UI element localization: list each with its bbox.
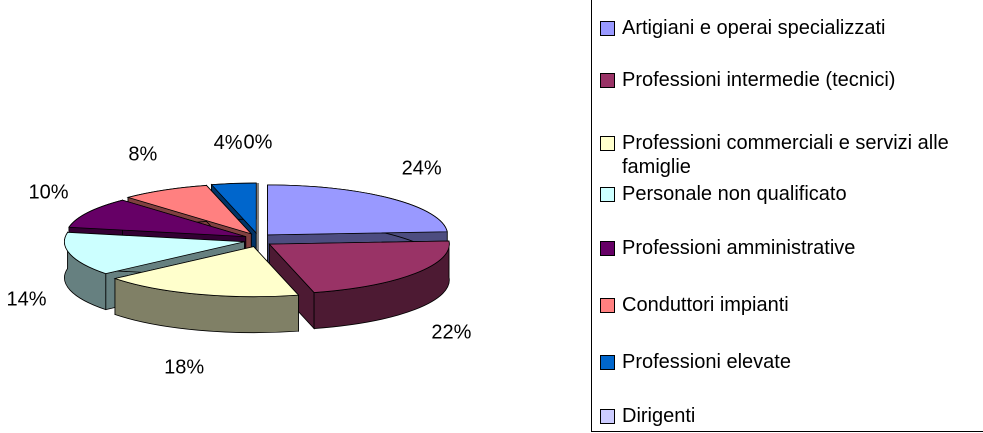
legend-label: Professioni elevate bbox=[622, 351, 791, 373]
legend-label: Dirigenti bbox=[622, 405, 696, 427]
data-label: 24% bbox=[402, 158, 442, 180]
legend-label: Artigiani e operai specializzati bbox=[622, 17, 886, 39]
legend: Artigiani e operai specializzati Professi… bbox=[591, 0, 983, 432]
legend-item: Professioni commerciali e servizi alle f… bbox=[600, 131, 967, 179]
slice-top bbox=[64, 231, 245, 275]
legend-item: Artigiani e operai specializzati bbox=[600, 16, 967, 40]
data-label: 0% bbox=[244, 131, 273, 153]
chart: 24% 22% 18% 14% 10% 8% 4% 0% bbox=[6, 131, 471, 379]
legend-item: Professioni intermedie (tecnici) bbox=[600, 68, 967, 92]
slice bbox=[268, 240, 450, 330]
legend-swatch bbox=[600, 241, 615, 256]
slice-top bbox=[268, 240, 450, 293]
legend-item: Personale non qualificato bbox=[600, 182, 967, 206]
legend-item: Professioni elevate bbox=[600, 350, 967, 374]
slice-top bbox=[126, 185, 253, 235]
slice-top bbox=[210, 182, 257, 235]
legend-swatch bbox=[600, 355, 615, 370]
legend-swatch bbox=[600, 187, 615, 202]
data-label: 10% bbox=[29, 182, 69, 204]
legend-swatch bbox=[600, 298, 615, 313]
slice-top bbox=[113, 246, 300, 298]
legend-label: Professioni intermedie (tecnici) bbox=[622, 69, 896, 91]
data-label: 4% bbox=[214, 132, 243, 154]
legend-swatch bbox=[600, 21, 615, 36]
slice-top bbox=[267, 184, 448, 236]
legend-label: Professioni commerciali e servizi alle f… bbox=[622, 132, 949, 178]
legend-swatch bbox=[600, 409, 615, 424]
data-label: 14% bbox=[6, 288, 46, 310]
slice bbox=[113, 245, 300, 334]
legend-swatch bbox=[600, 136, 615, 151]
legend-label: Conduttori impianti bbox=[622, 294, 789, 316]
data-label: 18% bbox=[164, 357, 204, 379]
legend-swatch bbox=[600, 73, 615, 88]
data-label: 22% bbox=[431, 321, 471, 343]
slice-top bbox=[68, 199, 246, 238]
legend-item: Professioni amministrative bbox=[600, 236, 967, 260]
legend-item: Dirigenti bbox=[600, 404, 967, 428]
legend-item: Conduttori impianti bbox=[600, 293, 967, 317]
data-label: 8% bbox=[128, 143, 157, 165]
legend-label: Professioni amministrative bbox=[622, 237, 856, 259]
legend-label: Personale non qualificato bbox=[622, 183, 847, 205]
